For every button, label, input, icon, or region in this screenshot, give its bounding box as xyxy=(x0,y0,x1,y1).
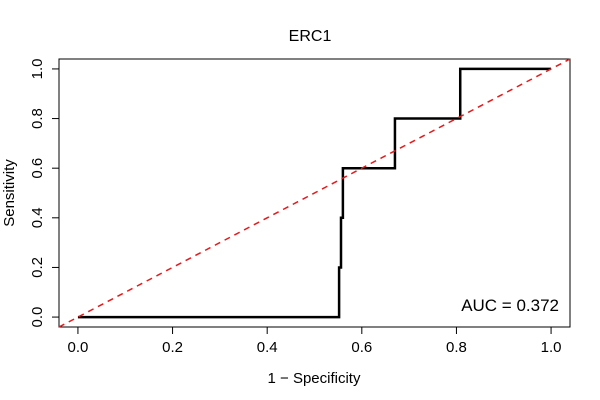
y-tick-label: 0.2 xyxy=(29,257,46,278)
y-tick-label: 0.0 xyxy=(29,307,46,328)
y-tick-label: 1.0 xyxy=(29,58,46,79)
x-tick-label: 1.0 xyxy=(541,339,562,356)
x-tick-label: 0.0 xyxy=(67,339,88,356)
x-axis-label: 1 − Specificity xyxy=(268,370,361,387)
x-tick-label: 0.4 xyxy=(257,339,278,356)
y-tick-label: 0.4 xyxy=(29,207,46,228)
x-tick-label: 0.6 xyxy=(351,339,372,356)
y-axis-label: Sensitivity xyxy=(1,159,18,227)
x-tick-label: 0.8 xyxy=(446,339,467,356)
y-tick-label: 0.8 xyxy=(29,108,46,129)
auc-annotation: AUC = 0.372 xyxy=(461,296,559,315)
chart-title: ERC1 xyxy=(289,28,332,45)
y-tick-label: 0.6 xyxy=(29,158,46,179)
x-axis: 0.0 0.2 0.4 0.6 0.8 1.0 xyxy=(67,326,562,356)
series-layer xyxy=(58,58,571,328)
x-tick-label: 0.2 xyxy=(162,339,183,356)
y-axis: 0.0 0.2 0.4 0.6 0.8 1.0 xyxy=(29,58,60,328)
reference-diagonal xyxy=(58,58,571,328)
roc-curve xyxy=(77,67,552,319)
